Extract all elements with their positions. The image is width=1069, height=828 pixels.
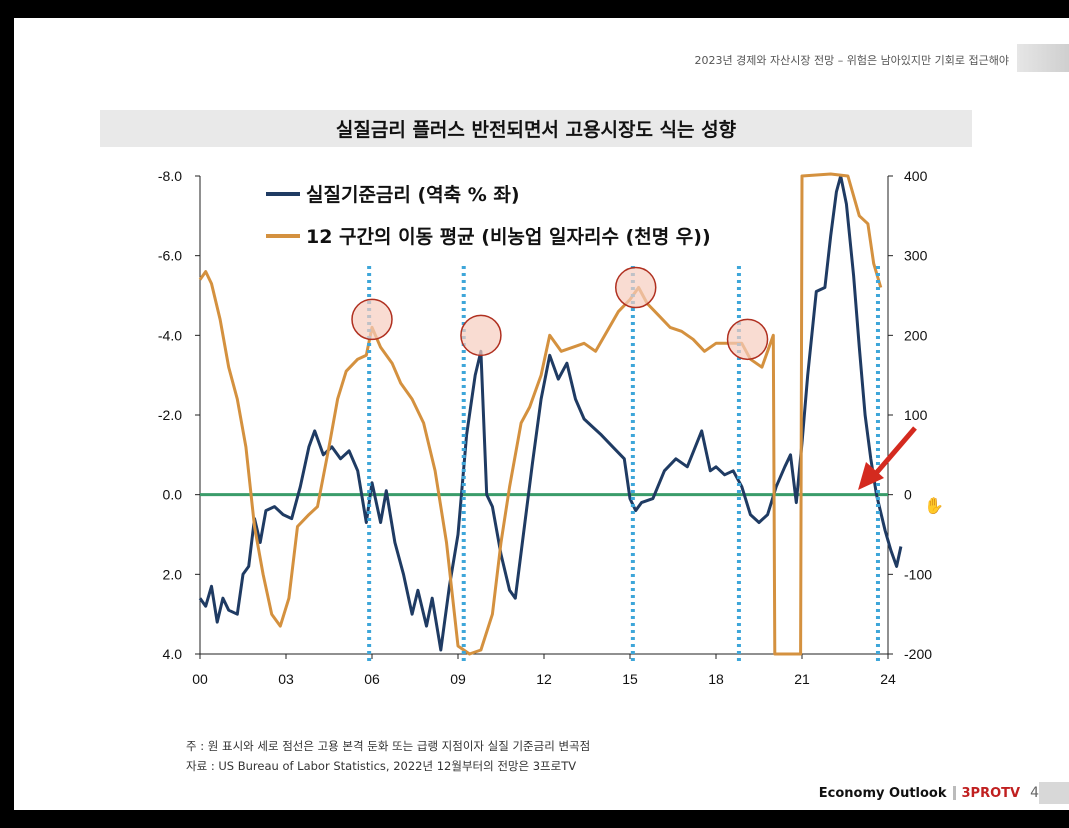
x-tick-label: 00 <box>192 671 208 687</box>
brand-name: Economy Outlook <box>818 785 947 801</box>
inflection-circle <box>726 318 769 361</box>
page-number: 4 <box>1030 785 1039 801</box>
footer-bar <box>1039 782 1069 804</box>
title-band: 실질금리 플러스 반전되면서 고용시장도 식는 성향 <box>100 110 972 147</box>
footnote-note: 주 : 원 표시와 세로 점선은 고용 본격 둔화 또는 급랭 지점이자 실질 … <box>186 739 591 753</box>
x-tick-label: 09 <box>450 671 466 687</box>
right-tick-label: 100 <box>904 407 928 423</box>
x-tick-label: 12 <box>536 671 552 687</box>
left-tick-label: 0.0 <box>163 487 183 503</box>
right-tick-label: 300 <box>904 248 928 264</box>
left-tick-label: 2.0 <box>163 566 183 582</box>
x-tick-label: 24 <box>880 671 896 687</box>
left-tick-label: -6.0 <box>158 248 182 264</box>
right-tick-label: -200 <box>904 646 932 662</box>
legend-label: 12 구간의 이동 평균 (비농업 일자리수 (천명 우)) <box>306 226 711 248</box>
footnote: 주 : 원 표시와 세로 점선은 고용 본격 둔화 또는 급랭 지점이자 실질 … <box>186 736 590 776</box>
slide: 2023년 경제와 자산시장 전망 – 위험은 남아있지만 기회로 접근해야 실… <box>14 18 1069 810</box>
left-tick-label: -8.0 <box>158 168 182 184</box>
footnote-source: 자료 : US Bureau of Labor Statistics, 2022… <box>186 759 577 773</box>
legend-label: 실질기준금리 (역축 % 좌) <box>306 184 520 206</box>
hand-cursor-icon: ✋ <box>924 496 944 515</box>
x-tick-label: 06 <box>364 671 380 687</box>
inflection-circle <box>351 298 393 341</box>
right-tick-label: 0 <box>904 487 912 503</box>
inflection-circle <box>614 266 657 309</box>
brand: Economy Outlook 3PROTV 4 <box>819 782 1039 804</box>
x-tick-label: 18 <box>708 671 724 687</box>
red-arrow-head <box>858 462 884 490</box>
x-tick-label: 03 <box>278 671 294 687</box>
brand-separator <box>952 786 956 800</box>
right-tick-label: 400 <box>904 168 928 184</box>
left-tick-label: -4.0 <box>158 327 182 343</box>
left-tick-label: -2.0 <box>158 407 182 423</box>
inflection-circle <box>460 314 502 357</box>
x-tick-label: 21 <box>794 671 810 687</box>
right-tick-label: 200 <box>904 327 928 343</box>
header-bar <box>1017 44 1069 72</box>
chart-title: 실질금리 플러스 반전되면서 고용시장도 식는 성향 <box>335 119 737 141</box>
red-arrow-shaft <box>870 426 917 480</box>
header-subtitle: 2023년 경제와 자산시장 전망 – 위험은 남아있지만 기회로 접근해야 <box>694 54 1009 67</box>
x-tick-label: 15 <box>622 671 638 687</box>
brand-logo: 3PROTV <box>961 785 1021 801</box>
left-tick-label: 4.0 <box>163 646 183 662</box>
real-rate-line <box>198 174 903 652</box>
right-tick-label: -100 <box>904 566 932 582</box>
